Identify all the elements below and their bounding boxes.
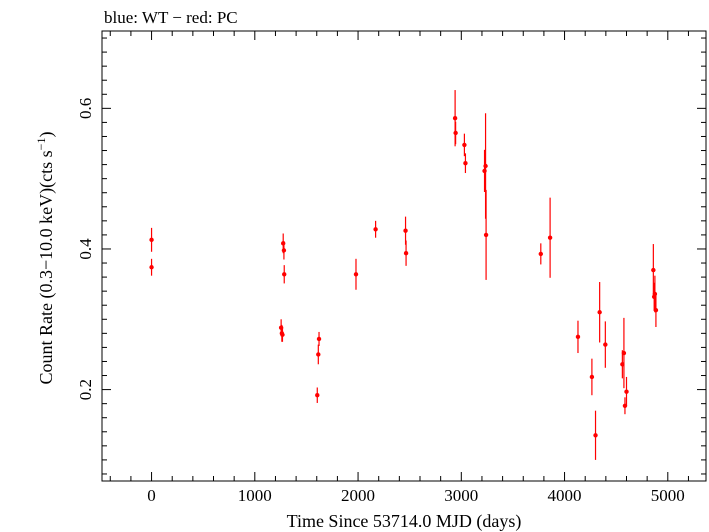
y-axis-title-main: Count Rate (0.3−10.0 keV)(cts s bbox=[36, 150, 57, 384]
x-tick-label: 5000 bbox=[651, 486, 685, 505]
data-marker bbox=[452, 115, 458, 121]
data-point bbox=[538, 243, 544, 265]
y-axis-title-superscript: −1 bbox=[34, 138, 48, 151]
data-marker bbox=[403, 250, 409, 256]
data-marker bbox=[281, 241, 286, 246]
data-marker bbox=[316, 336, 322, 342]
data-marker bbox=[373, 227, 378, 232]
x-tick-label: 4000 bbox=[548, 486, 582, 505]
data-marker bbox=[149, 237, 154, 243]
data-point bbox=[483, 189, 489, 280]
data-point bbox=[589, 358, 595, 396]
y-tick-label: 0.4 bbox=[76, 238, 95, 260]
data-point bbox=[621, 317, 627, 389]
y-axis-title-tail: ) bbox=[36, 132, 57, 138]
data-point bbox=[653, 293, 659, 328]
data-point bbox=[149, 227, 154, 252]
data-marker bbox=[624, 389, 629, 394]
chart-title: blue: WT − red: PC bbox=[104, 8, 238, 27]
data-point bbox=[462, 133, 467, 157]
data-point bbox=[316, 331, 322, 346]
data-marker bbox=[547, 235, 553, 240]
data-marker bbox=[589, 374, 595, 380]
data-point bbox=[149, 258, 154, 276]
data-marker bbox=[149, 265, 154, 270]
data-marker bbox=[403, 228, 408, 233]
data-point bbox=[403, 216, 408, 245]
data-marker bbox=[597, 310, 602, 315]
data-marker bbox=[462, 142, 467, 148]
data-marker bbox=[483, 232, 489, 238]
data-marker bbox=[575, 334, 581, 340]
data-marker bbox=[280, 332, 285, 337]
data-point bbox=[593, 410, 598, 460]
data-point bbox=[316, 344, 321, 365]
data-marker bbox=[453, 130, 458, 136]
data-marker bbox=[353, 272, 359, 277]
data-marker bbox=[651, 267, 656, 273]
data-point bbox=[373, 220, 378, 238]
data-marker bbox=[316, 352, 321, 357]
axes: 0 1000 2000 3000 4000 5000 0.2 0.4 0.6 bbox=[76, 31, 706, 505]
data-point bbox=[281, 241, 287, 260]
plot-frame bbox=[101, 30, 707, 482]
data-marker bbox=[281, 248, 287, 253]
data-point bbox=[403, 240, 409, 266]
y-tick-label: 0.6 bbox=[76, 98, 95, 119]
data-point bbox=[280, 327, 285, 342]
x-tick-label: 3000 bbox=[444, 486, 478, 505]
data-point bbox=[624, 376, 629, 407]
x-tick-label: 1000 bbox=[238, 486, 272, 505]
data-marker bbox=[593, 433, 598, 438]
y-axis-title: Count Rate (0.3−10.0 keV)(cts s−1) bbox=[34, 132, 57, 385]
data-marker bbox=[282, 272, 287, 277]
data-point bbox=[282, 265, 287, 284]
data-marker bbox=[621, 350, 627, 356]
data-point bbox=[651, 244, 656, 297]
x-tick-label: 2000 bbox=[341, 486, 375, 505]
data-point bbox=[603, 321, 608, 368]
data-point bbox=[547, 197, 553, 278]
data-point bbox=[353, 258, 359, 290]
data-points bbox=[149, 90, 659, 460]
data-marker bbox=[603, 342, 608, 347]
data-marker bbox=[483, 163, 488, 169]
data-point bbox=[575, 320, 581, 354]
x-tick-label: 0 bbox=[147, 486, 156, 505]
y-tick-label: 0.2 bbox=[76, 379, 95, 400]
data-marker bbox=[538, 251, 544, 257]
x-axis-title: Time Since 53714.0 MJD (days) bbox=[287, 511, 522, 532]
data-marker bbox=[463, 160, 468, 166]
data-point bbox=[463, 153, 468, 174]
data-point bbox=[597, 282, 602, 343]
data-point bbox=[453, 121, 458, 145]
data-marker bbox=[653, 307, 659, 313]
data-point bbox=[315, 387, 320, 403]
data-marker bbox=[315, 393, 320, 398]
